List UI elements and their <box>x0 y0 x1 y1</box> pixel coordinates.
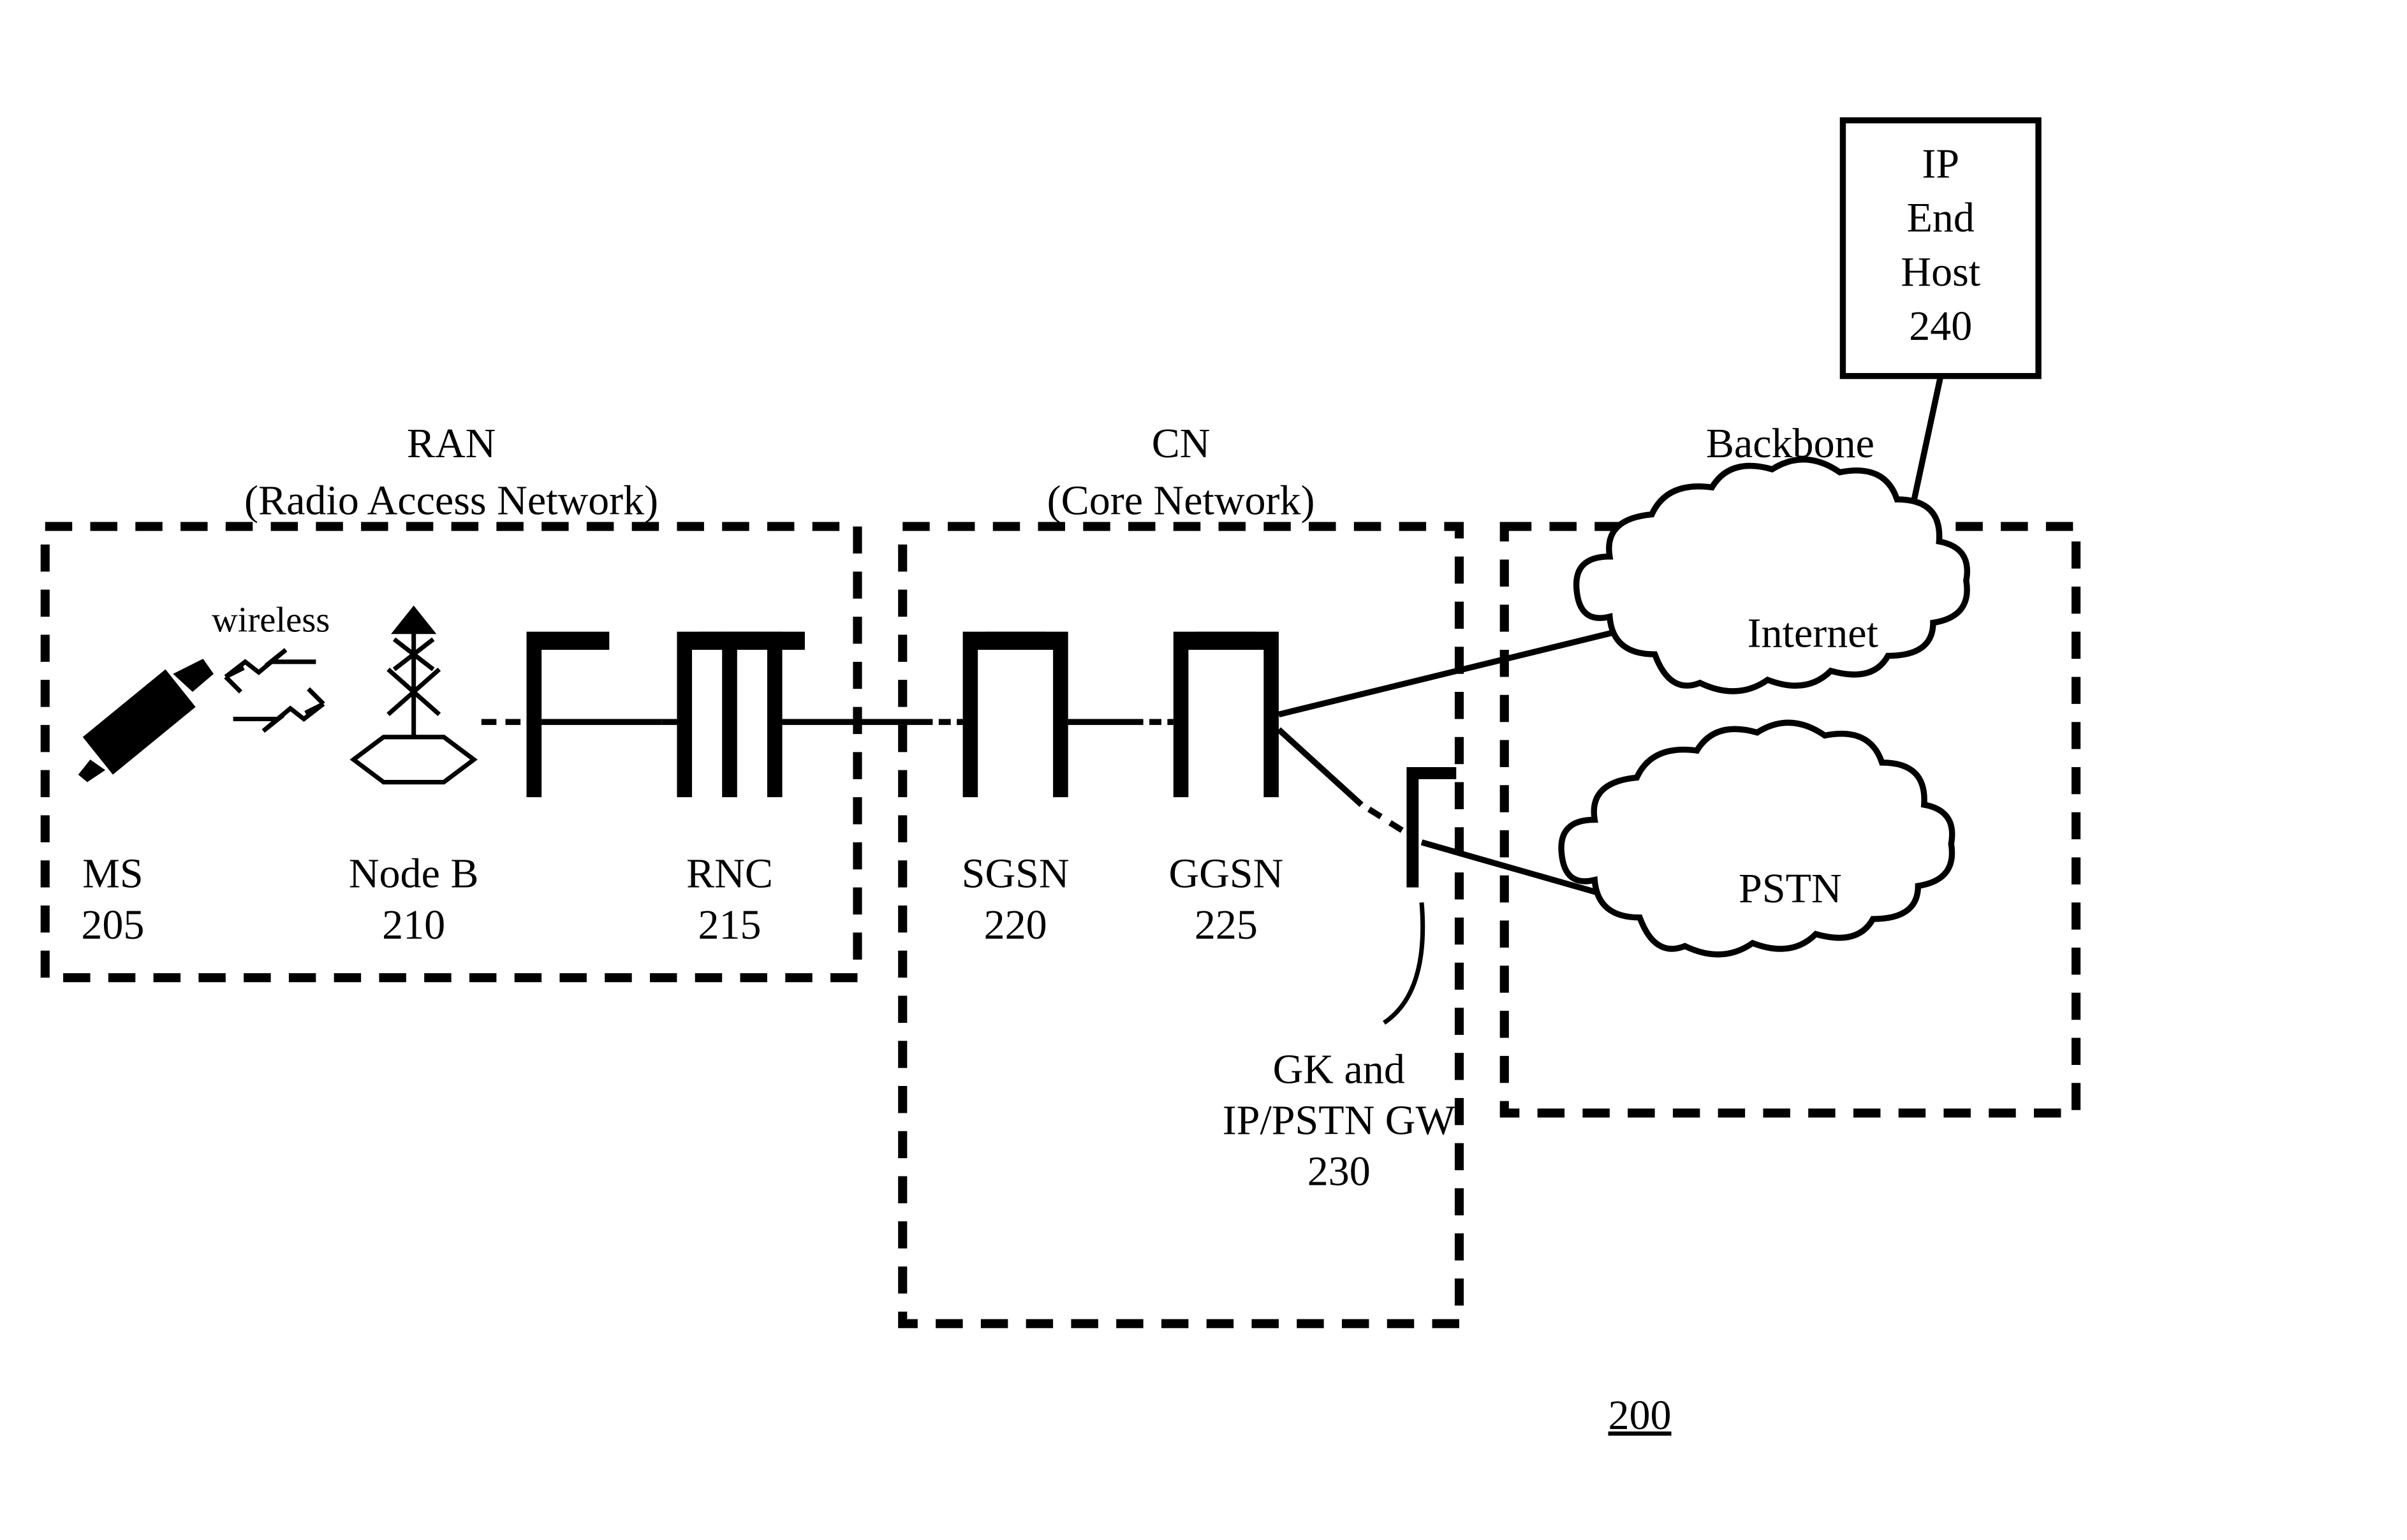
ip-end-host-label: IP <box>1922 140 1959 187</box>
internet-cloud-icon <box>1577 460 1968 691</box>
sgsn-label: SGSN <box>962 851 1070 897</box>
wireless-label: wireless <box>212 601 330 640</box>
tower-icon <box>353 609 474 782</box>
ip-end-host-label: 240 <box>1909 303 1972 349</box>
rnc-label: RNC <box>686 851 773 897</box>
wireless-arrows-icon <box>226 650 323 731</box>
leader-line <box>1384 902 1423 1023</box>
rnc-ref: 215 <box>698 902 761 948</box>
pstn-label: PSTN <box>1739 865 1841 912</box>
sgsn-ref: 220 <box>984 902 1047 948</box>
ip-end-host-label: Host <box>1901 249 1980 295</box>
figure-number: 200 <box>1608 1392 1672 1439</box>
ran-title: RAN <box>407 420 496 467</box>
ip-end-host-label: End <box>1907 194 1975 241</box>
sgsn-icon <box>963 632 1068 797</box>
ran-subtitle: (Radio Access Network) <box>244 478 658 524</box>
ggsn-icon <box>1174 632 1279 797</box>
nodeb-ref: 210 <box>382 902 445 948</box>
nodeb-label: Node B <box>349 851 479 897</box>
gk-label: GK and <box>1273 1046 1405 1092</box>
gk-label: IP/PSTN GW <box>1223 1097 1456 1143</box>
pstn-cloud-icon <box>1561 722 1952 954</box>
network-diagram: RAN (Radio Access Network) CN (Core Netw… <box>0 0 2407 1540</box>
network-element-icon <box>527 632 805 797</box>
ms-ref: 205 <box>81 902 144 948</box>
cn-subtitle: (Core Network) <box>1047 478 1315 524</box>
ms-label: MS <box>82 851 143 897</box>
cn-title: CN <box>1152 420 1211 467</box>
ggsn-label: GGSN <box>1168 851 1283 897</box>
internet-label: Internet <box>1748 610 1878 656</box>
phone-icon <box>78 659 214 782</box>
gk-ref: 230 <box>1307 1148 1371 1195</box>
ggsn-ref: 225 <box>1195 902 1258 948</box>
